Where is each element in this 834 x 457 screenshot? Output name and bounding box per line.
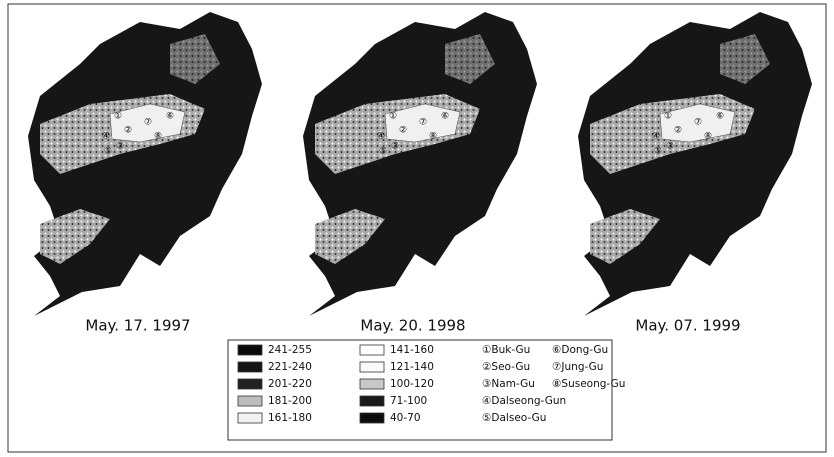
map-image	[28, 12, 262, 316]
map-marker: ④	[377, 132, 385, 142]
map-marker: ①	[389, 112, 397, 122]
map-marker: ⑦	[694, 118, 702, 128]
map-marker: ②	[124, 126, 132, 136]
legend-label: 241-255	[268, 344, 312, 356]
map-caption: May. 17. 1997	[85, 317, 190, 335]
map-marker: ⑦	[419, 118, 427, 128]
map-marker: ③	[116, 142, 124, 152]
map-marker: ⑥	[716, 112, 724, 122]
map-marker: ⑤	[379, 147, 387, 157]
district-label: ①Buk-Gu	[482, 344, 530, 356]
legend-label: 181-200	[268, 395, 312, 407]
map-marker: ②	[674, 126, 682, 136]
district-label: ⑦Jung-Gu	[552, 361, 603, 373]
map-marker: ⑧	[154, 132, 162, 142]
district-label: ④Dalseong-Gun	[482, 395, 566, 407]
legend-swatch	[360, 379, 384, 389]
legend-label: 121-140	[390, 361, 434, 373]
district-label: ⑥Dong-Gu	[552, 344, 608, 356]
map-marker: ①	[114, 112, 122, 122]
legend-swatch	[238, 362, 262, 372]
map-caption: May. 20. 1998	[360, 317, 465, 335]
map-marker: ①	[664, 112, 672, 122]
legend-swatch	[360, 413, 384, 423]
map-marker: ⑧	[429, 132, 437, 142]
district-label: ③Nam-Gu	[482, 378, 535, 390]
legend-label: 141-160	[390, 344, 434, 356]
map-marker: ⑤	[104, 147, 112, 157]
map-caption: May. 07. 1999	[635, 317, 740, 335]
legend-swatch	[238, 396, 262, 406]
legend-label: 161-180	[268, 412, 312, 424]
legend-swatch	[360, 362, 384, 372]
map-marker: ⑧	[704, 132, 712, 142]
district-label: ⑧Suseong-Gu	[552, 378, 625, 390]
legend-swatch	[238, 345, 262, 355]
legend-swatch	[238, 413, 262, 423]
map-marker: ④	[652, 132, 660, 142]
legend-label: 71-100	[390, 395, 427, 407]
map-image	[578, 12, 812, 316]
legend-label: 221-240	[268, 361, 312, 373]
map-marker: ⑦	[144, 118, 152, 128]
legend-swatch	[360, 345, 384, 355]
map-marker: ③	[666, 142, 674, 152]
map-marker: ②	[399, 126, 407, 136]
map-image	[303, 12, 537, 316]
legend-swatch	[238, 379, 262, 389]
map-marker: ⑥	[441, 112, 449, 122]
map-marker: ④	[102, 132, 110, 142]
legend-label: 201-220	[268, 378, 312, 390]
legend-swatch	[360, 396, 384, 406]
map-marker: ⑤	[654, 147, 662, 157]
page: {"maps": [ {"caption": "May. 17. 1997"},…	[0, 0, 834, 457]
district-label: ②Seo-Gu	[482, 361, 530, 373]
legend-label: 40-70	[390, 412, 421, 424]
figure: ①②③④⑤⑥⑦⑧May. 17. 1997①②③④⑤⑥⑦⑧May. 20. 19…	[0, 0, 834, 457]
legend-label: 100-120	[390, 378, 434, 390]
map-marker: ⑥	[166, 112, 174, 122]
map-marker: ③	[391, 142, 399, 152]
district-label: ⑤Dalseo-Gu	[482, 412, 546, 424]
